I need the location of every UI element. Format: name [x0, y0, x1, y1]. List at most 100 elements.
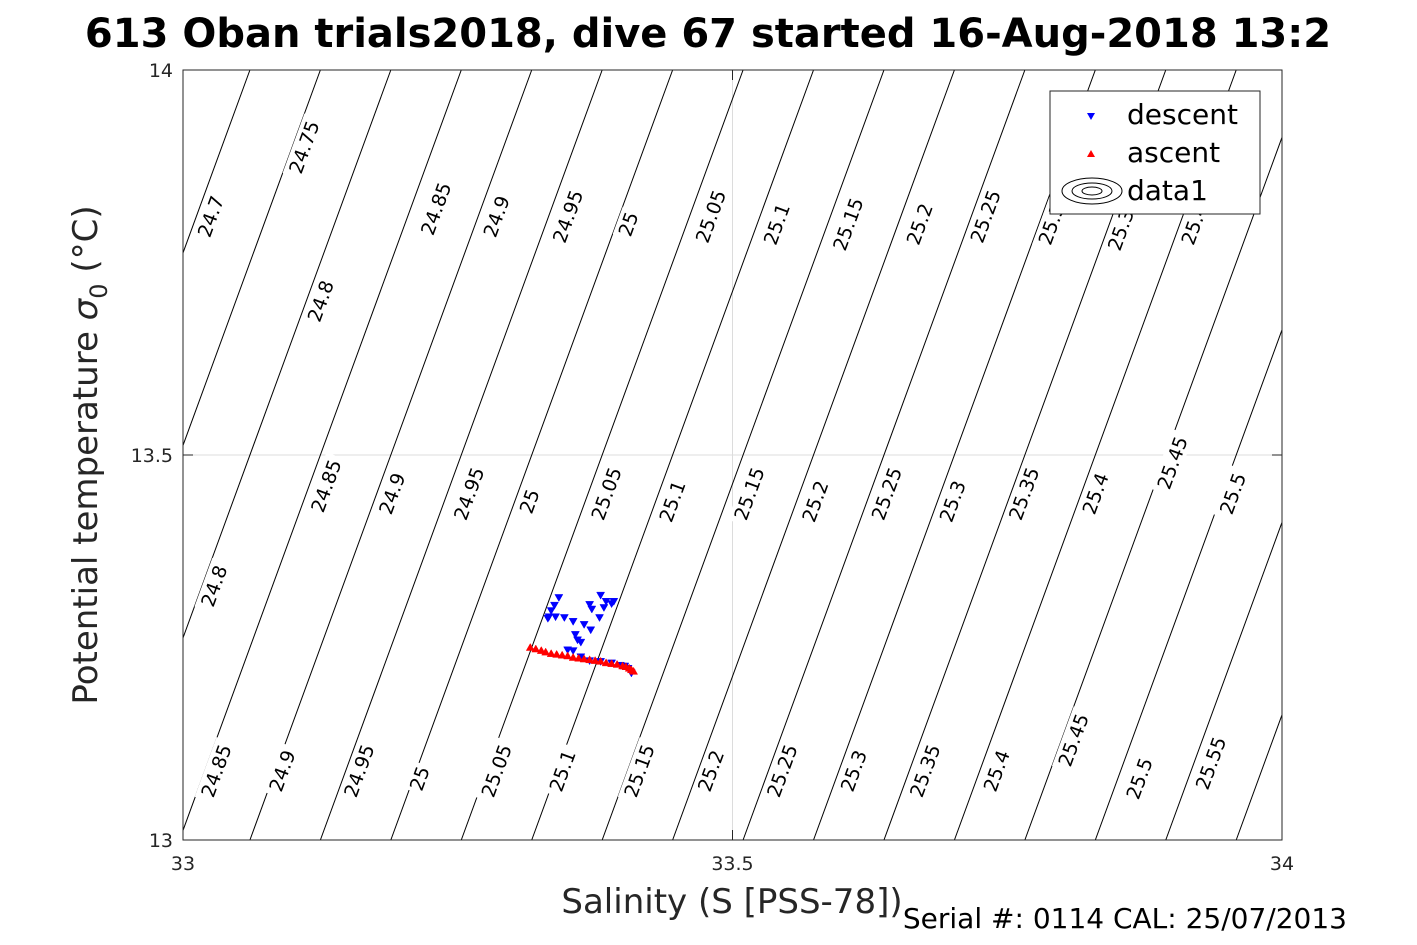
contour-label-bg: [1002, 459, 1045, 528]
legend: descent ascent data1: [1049, 90, 1261, 215]
x-tick-label: 34: [1270, 853, 1294, 875]
contour-label-bg: [301, 272, 340, 330]
descent-point: [599, 604, 609, 612]
contour-label-bg: [976, 742, 1016, 799]
ascent-point: [531, 644, 541, 653]
ascent-point: [596, 656, 606, 665]
contour-label-bg: [542, 742, 582, 799]
descent-point: [551, 613, 560, 622]
y-tick-label: 14: [149, 60, 173, 82]
ascent-marker-icon: [1087, 150, 1095, 157]
contour-line: [672, 70, 955, 840]
contour-label-bg: [1213, 465, 1252, 522]
legend-contour-icon: [1081, 186, 1103, 196]
ascent-point: [579, 654, 589, 663]
y-axis-label: Potential temperature σ0 (°C): [66, 205, 113, 704]
contour-label-bg: [652, 473, 692, 530]
contour-label-bg: [826, 190, 870, 258]
contour-label-bg: [337, 737, 381, 805]
contour-line: [319, 70, 603, 840]
descent-point: [579, 621, 589, 629]
contour-label-bg: [282, 113, 326, 181]
ascent-point: [552, 649, 562, 658]
contour-label-bg: [262, 742, 302, 799]
x-tick-label: 33.5: [711, 853, 753, 875]
descent-point: [559, 614, 569, 622]
contour-line: [460, 70, 744, 840]
contour-line: [183, 70, 462, 832]
contour-label-bg: [689, 182, 732, 250]
descent-point: [543, 614, 553, 623]
y-axis-label-sub: 0: [85, 283, 113, 298]
contour-label-bg: [191, 188, 230, 245]
legend-label: data1: [1127, 174, 1208, 207]
ascent-point: [546, 649, 556, 657]
descent-point: [570, 631, 580, 639]
y-tick-label: 13: [149, 830, 173, 852]
contour-line: [1165, 520, 1282, 840]
contour-label-bg: [834, 742, 873, 799]
y-tick-label: 13.5: [131, 445, 173, 467]
ascent-point: [557, 650, 567, 659]
legend-label: ascent: [1127, 136, 1220, 169]
descent-point: [568, 647, 578, 656]
contour-label-bg: [194, 557, 234, 615]
contour-line: [531, 70, 814, 840]
chart-title: 613 Oban trials2018, dive 67 started 16-…: [85, 11, 1331, 57]
ascent-point: [568, 653, 578, 661]
ascent-point: [607, 659, 617, 667]
contour-label-bg: [1119, 750, 1159, 807]
descent-point: [596, 591, 606, 600]
descent-point: [554, 594, 564, 602]
ascent-point: [563, 651, 573, 660]
contour-label-bg: [546, 182, 589, 250]
y-axis-label-sigma: σ: [66, 297, 106, 320]
contour-label-bg: [476, 188, 516, 245]
contour-label-bg: [795, 473, 835, 530]
contour-line: [601, 70, 885, 840]
contour-label-bg: [1189, 729, 1232, 797]
descent-point: [576, 638, 586, 647]
descent-point: [607, 600, 617, 609]
ascent-point: [585, 655, 595, 664]
ascent-point: [574, 653, 584, 662]
contour-label-bg: [414, 175, 458, 243]
ascent-point: [590, 656, 600, 664]
ascent-point: [525, 642, 535, 651]
contour-label-bg: [584, 459, 628, 528]
contour-label-bg: [1075, 465, 1115, 522]
descent-point: [587, 605, 597, 614]
ascent-point: [601, 658, 611, 667]
ascent-point: [541, 647, 551, 656]
contour-line: [249, 70, 533, 840]
y-axis-label-text: Potential temperature: [66, 320, 106, 704]
contour-line: [742, 70, 1026, 840]
contour-label-group: 25: [612, 206, 644, 242]
y-axis-label-unit: (°C): [66, 205, 106, 283]
contour-label-bg: [903, 737, 947, 805]
contour-line: [183, 70, 321, 447]
data-points: [525, 591, 639, 678]
contour-label-bg: [865, 459, 908, 528]
contour-label-bg: [617, 737, 661, 805]
contour-line: [390, 70, 674, 840]
descent-point: [563, 646, 573, 655]
contour-label-bg: [403, 761, 435, 796]
legend-contour-icon: [1061, 177, 1123, 205]
contour-label-bg: [964, 182, 1007, 250]
descent-point: [546, 607, 556, 616]
contour-label-bg: [372, 465, 412, 522]
descent-point: [586, 626, 596, 635]
contour-label-bg: [757, 195, 796, 253]
contour-label-bg: [194, 737, 238, 805]
descent-point: [550, 601, 559, 610]
descent-marker-icon: [1087, 113, 1095, 120]
contour-line: [813, 70, 1096, 840]
contour-label-bg: [304, 452, 348, 520]
ascent-point: [629, 666, 639, 675]
ticks: 33 33.5 34 13 13.5 14: [131, 60, 1294, 875]
contour-label-bg: [900, 195, 939, 253]
contour-label-bg: [933, 473, 972, 530]
descent-point: [595, 614, 604, 622]
